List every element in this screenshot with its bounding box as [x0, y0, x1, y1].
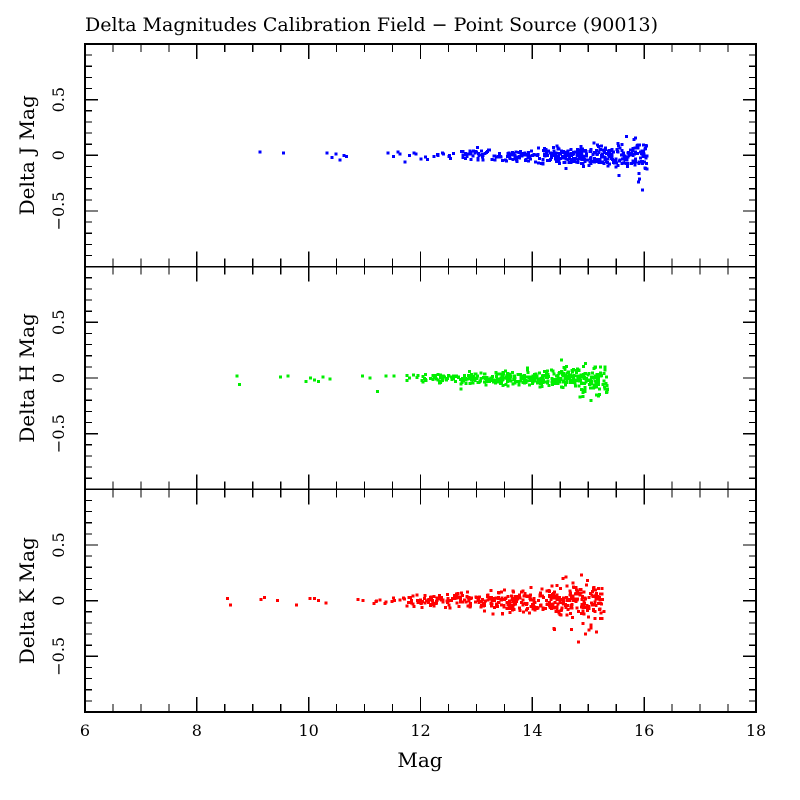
- x-tick-label: 16: [634, 721, 654, 740]
- series-h-points: [235, 358, 610, 402]
- y-tick-label: 0.5: [49, 87, 68, 112]
- x-tick-label: 18: [746, 721, 766, 740]
- x-tick-label: 10: [298, 721, 318, 740]
- y-tick-label: 0: [49, 596, 68, 606]
- y-axis-label-delta-k-mag: Delta K Mag: [15, 537, 39, 664]
- y-tick-label: −0.5: [49, 637, 68, 676]
- x-tick-label: 6: [80, 721, 90, 740]
- y-tick-label: 0: [49, 150, 68, 160]
- y-tick-label: −0.5: [49, 192, 68, 231]
- x-tick-label: 8: [192, 721, 202, 740]
- y-tick-label: 0: [49, 373, 68, 383]
- y-tick-label: 0.5: [49, 310, 68, 335]
- axes-and-ticks: [84, 43, 757, 713]
- y-axis-label-delta-j-mag: Delta J Mag: [15, 95, 39, 215]
- plot-title: Delta Magnitudes Calibration Field − Poi…: [85, 14, 658, 36]
- y-tick-label: −0.5: [49, 414, 68, 453]
- y-tick-label: 0.5: [49, 532, 68, 557]
- series-j-points: [258, 134, 649, 192]
- x-tick-label: 14: [522, 721, 542, 740]
- x-tick-label: 12: [410, 721, 430, 740]
- x-axis-label: Mag: [397, 748, 442, 772]
- series-k-points: [226, 573, 606, 644]
- scatter-points: [226, 134, 649, 644]
- tick-labels: 0.5 0 −0.5 0.5 0 −0.5 0.5 0 −0.5 6 8 10 12 14 16 18: [49, 87, 766, 740]
- y-axis-label-delta-h-mag: Delta H Mag: [15, 313, 39, 443]
